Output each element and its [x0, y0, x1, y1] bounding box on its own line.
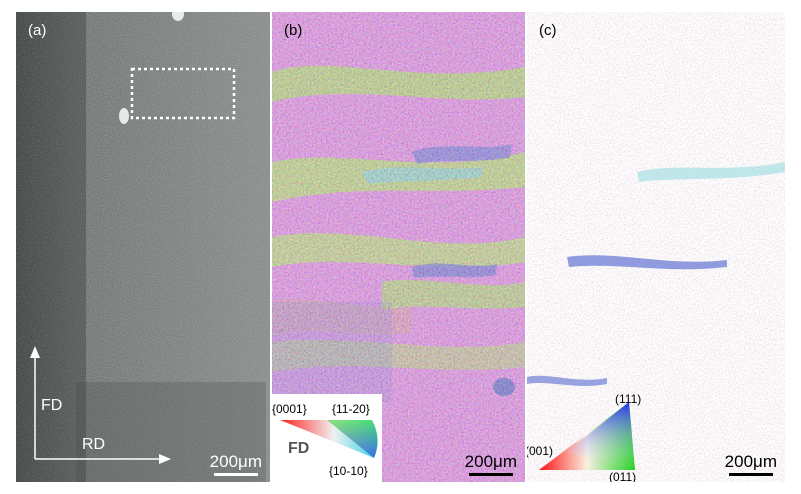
scale-bar-c-text: 200μm — [724, 452, 777, 471]
ebsd-orientation-map-image — [272, 12, 525, 482]
scale-bar-b-text: 200μm — [464, 452, 517, 471]
legend-0001-label: {0001} — [272, 402, 307, 416]
fd-axis-label: FD — [41, 397, 63, 414]
scale-bar-b-line — [468, 473, 513, 476]
panel-c-label: (c) — [539, 22, 557, 39]
panel-a-label: (a) — [28, 22, 47, 39]
legend-10-10-label: {10-10} — [329, 464, 368, 478]
scale-bar-b: 200μm — [465, 453, 517, 476]
sem-micrograph-image — [16, 12, 270, 482]
legend-011-label: (011) — [609, 470, 637, 482]
scale-bar-c-line — [728, 473, 773, 476]
legend-001-label: (001) — [527, 444, 554, 458]
cubic-ipf-triangle — [539, 402, 635, 470]
scale-bar-a-text: 200μm — [209, 452, 262, 471]
fd-rd-axis-arrows — [30, 346, 171, 464]
scale-bar-a: 200μm — [210, 453, 262, 476]
ebsd-map-panel: (b) {0001} {11-20} FD {10-10} 200μm — [272, 12, 525, 482]
ipf-map-panel: (c) (111) (001) (011) 200μm — [527, 12, 785, 482]
ipf-map-image — [527, 12, 785, 482]
legend-11-20-label: {11-20} — [332, 402, 370, 416]
scale-bar-c: 200μm — [725, 453, 777, 476]
sem-panel: (a) FD RD 200μm — [16, 12, 270, 482]
hcp-ipf-triangle — [280, 420, 378, 458]
hcp-ipf-legend: {0001} {11-20} FD {10-10} — [272, 394, 382, 482]
scale-bar-a-line — [213, 473, 258, 476]
selection-box — [130, 67, 236, 120]
legend-111-label: (111) — [615, 392, 642, 406]
panel-b-label: (b) — [284, 22, 303, 39]
cubic-ipf-legend: (111) (001) (011) — [527, 392, 647, 482]
legend-fd-label: FD — [288, 440, 310, 457]
rd-axis-label: RD — [82, 436, 106, 453]
